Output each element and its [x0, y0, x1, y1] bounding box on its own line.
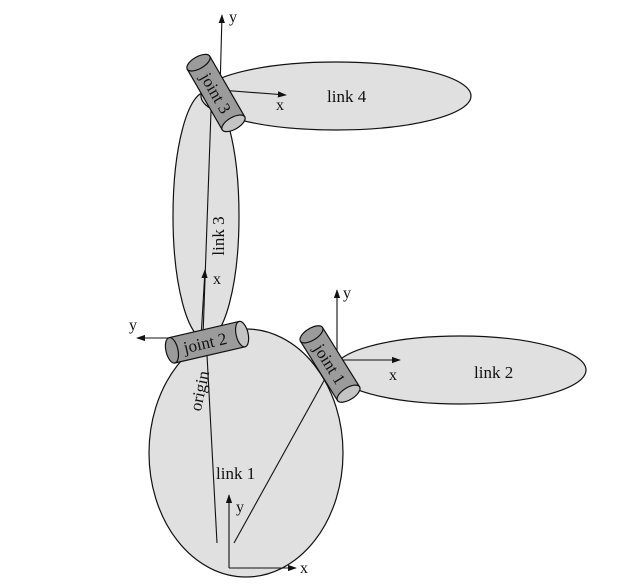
joint-2-y-label: y — [129, 317, 137, 334]
link-4-shape — [200, 61, 472, 131]
joint-1-back-cap — [299, 325, 324, 344]
joint-2-back-cap — [164, 336, 180, 364]
joint-2: joint 2 — [164, 320, 250, 364]
joint-2-front-cap — [234, 320, 250, 348]
joint-3-x-axis — [219, 89, 287, 98]
link-2-shape — [333, 335, 587, 405]
link-4-label: link 4 — [327, 87, 367, 106]
base-y-label: y — [236, 499, 244, 516]
origin-to-joint-2-vector — [203, 335, 218, 544]
link-1-label: link 1 — [216, 464, 255, 483]
base-x-label: x — [300, 560, 308, 577]
joint-1: joint 1 — [299, 325, 361, 403]
joint-3-front-cap — [221, 114, 246, 133]
joint-1-y-label: y — [343, 285, 351, 302]
joint-2-x-label: x — [213, 271, 221, 288]
link-3-label: link 3 — [209, 216, 228, 255]
joint-3-x-label: x — [276, 97, 284, 114]
joint-3-back-cap — [186, 53, 211, 72]
joint-1-front-cap — [336, 384, 361, 403]
joint-3-y-label: y — [229, 9, 237, 26]
origin-to-joint-1-vector — [233, 358, 337, 544]
joint-2-to-joint-3-vector — [202, 82, 215, 337]
link-2-label: link 2 — [474, 363, 513, 382]
link-1-shape — [148, 328, 344, 578]
joint-2-x-axis — [200, 269, 208, 339]
joint-1-x-label: x — [389, 367, 397, 384]
